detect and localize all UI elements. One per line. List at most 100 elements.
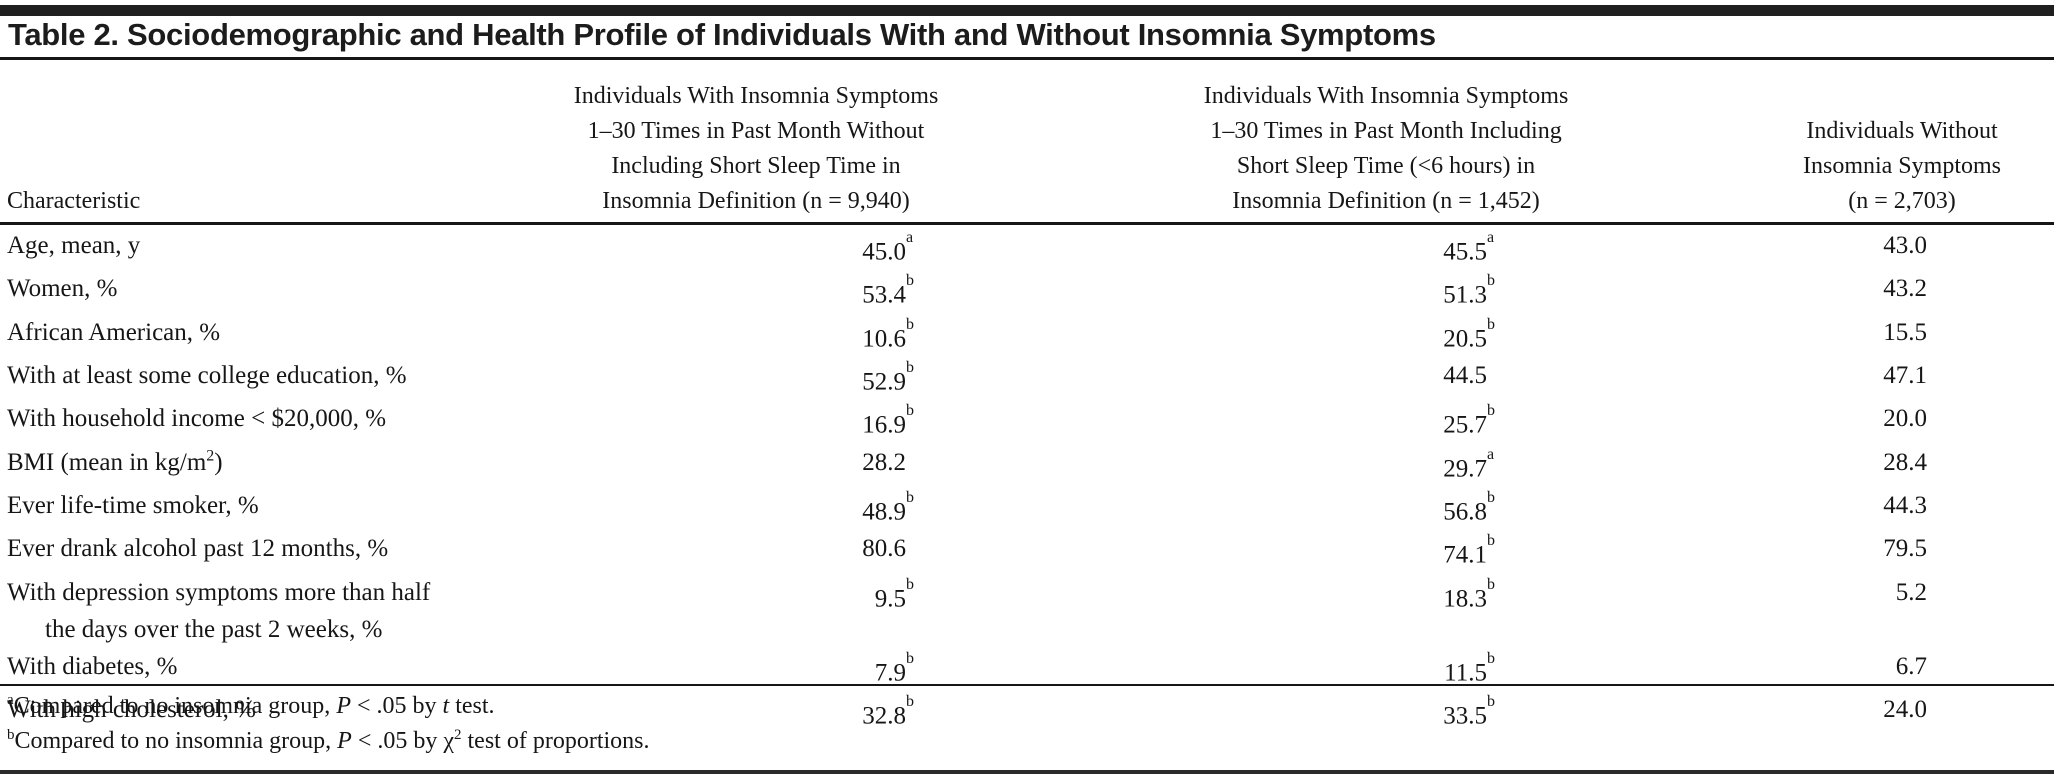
- value-cell-no-insomnia: 44.3: [1700, 487, 2054, 524]
- column-header-insomnia-including-short-sleep: Individuals With Insomnia Symptoms 1–30 …: [1203, 83, 1569, 214]
- footnote-text: Compared to no insomnia group,: [14, 728, 338, 754]
- value-cell-insomnia-without-short-sleep: 48.9b: [560, 487, 1172, 530]
- value-cell-insomnia-including-short-sleep: 51.3b: [1172, 270, 1700, 313]
- value-cell-no-insomnia: 24.0: [1700, 691, 2054, 728]
- row-label: With diabetes, %: [0, 648, 560, 685]
- column-header-insomnia-without-short-sleep: Individuals With Insomnia Symptoms 1–30 …: [573, 83, 939, 214]
- row-label-line2: the days over the past 2 weeks, %: [45, 615, 383, 643]
- significance-superscript: b: [1487, 575, 1495, 593]
- table-row: Ever drank alcohol past 12 months, % 80.…: [0, 530, 2054, 573]
- value: 9.5: [874, 584, 906, 612]
- value-cell-no-insomnia: 20.0: [1700, 400, 2054, 437]
- chi-superscript: 2: [454, 727, 462, 743]
- value-cell-insomnia-including-short-sleep: 45.5a: [1172, 227, 1700, 270]
- header-rule: [0, 222, 2054, 225]
- value: 79.5: [1883, 535, 1927, 563]
- footnote-marker: b: [7, 727, 15, 743]
- table-body: Age, mean, y 45.0a 45.5a 43.0 Women, % 5…: [0, 227, 2054, 734]
- row-label-text: Ever life-time smoker, %: [7, 491, 259, 519]
- row-label: With high cholesterol, %: [0, 691, 560, 728]
- value: 15.5: [1883, 318, 1927, 346]
- value: 74.1: [1443, 541, 1487, 569]
- table-row: Ever life-time smoker, % 48.9b 56.8 b 44.…: [0, 487, 2054, 530]
- value-cell-insomnia-including-short-sleep: 25.7b: [1172, 400, 1700, 443]
- row-label-text: African American, %: [7, 318, 221, 346]
- significance-superscript: b: [906, 315, 914, 333]
- table-row: With household income < $20,000, % 16.9b…: [0, 400, 2054, 443]
- significance-superscript: b: [1487, 649, 1495, 667]
- value: 80.6: [862, 535, 906, 563]
- row-label-text: Ever drank alcohol past 12 months, %: [7, 535, 389, 563]
- value-cell-no-insomnia: 43.0: [1700, 227, 2054, 264]
- p-symbol: P: [337, 728, 352, 754]
- value-cell-no-insomnia: 15.5: [1700, 314, 2054, 351]
- significance-superscript: b: [906, 488, 914, 506]
- significance-superscript: b: [1487, 402, 1495, 420]
- row-label-text: With household income < $20,000, %: [7, 405, 387, 433]
- footnote-a: aCompared to no insomnia group, P < .05 …: [7, 689, 2047, 724]
- top-rule: [0, 5, 2054, 16]
- column-header-characteristic: Characteristic: [7, 188, 141, 214]
- chi-symbol: χ: [443, 728, 455, 754]
- significance-superscript: a: [906, 229, 914, 246]
- footnote-text: test.: [449, 693, 495, 719]
- value-cell-insomnia-without-short-sleep: 28.2: [560, 444, 1172, 481]
- value: 10.6: [862, 324, 906, 352]
- row-label-text: With high cholesterol, %: [7, 695, 256, 723]
- value: 18.3: [1443, 584, 1487, 612]
- table-header: Characteristic Individuals With Insomnia…: [0, 66, 2054, 220]
- value: 28.4: [1883, 448, 1927, 476]
- table-row: With at least some college education, % …: [0, 357, 2054, 400]
- significance-superscript: a: [1487, 445, 1495, 463]
- significance-superscript: b: [906, 358, 914, 376]
- value-cell-insomnia-without-short-sleep: 9.5b: [560, 574, 1172, 617]
- row-label: With household income < $20,000, %: [0, 400, 560, 437]
- row-label: Ever drank alcohol past 12 months, %: [0, 530, 560, 567]
- table-row: With depression symptoms more than half t…: [0, 574, 2054, 648]
- row-label: With at least some college education, %: [0, 357, 560, 394]
- bottom-rule: [0, 770, 2054, 774]
- row-label-text: Women, %: [7, 275, 118, 303]
- row-label: Age, mean, y: [0, 227, 560, 264]
- row-label-text: With at least some college education, %: [7, 361, 407, 389]
- value-cell-insomnia-including-short-sleep: 74.1b: [1172, 530, 1700, 573]
- value: 24.0: [1883, 695, 1927, 723]
- value: 44.5: [1443, 361, 1487, 389]
- significance-superscript: b: [906, 692, 914, 710]
- value-cell-insomnia-without-short-sleep: 16.9b: [560, 400, 1172, 443]
- t-symbol: t: [442, 693, 450, 719]
- column-header-no-insomnia: Individuals Without Insomnia Symptoms (n…: [1802, 118, 2001, 214]
- value: 20.5: [1443, 324, 1487, 352]
- value-cell-insomnia-including-short-sleep: 29.7a: [1172, 444, 1700, 487]
- value: 56.8: [1443, 498, 1487, 526]
- value: 47.1: [1883, 361, 1927, 389]
- value: 44.3: [1883, 491, 1927, 519]
- table-title: Table 2. Sociodemographic and Health Pro…: [8, 17, 1436, 52]
- title-rule: [0, 57, 2054, 60]
- significance-superscript: b: [1487, 692, 1495, 710]
- table-row: With diabetes, % 7.9b 11.5b 6.7: [0, 648, 2054, 691]
- value: 6.7: [1895, 652, 1927, 680]
- row-label-text: With depression symptoms more than half: [7, 578, 431, 606]
- table-row: African American, % 10.6b 20.5b 15.5: [0, 314, 2054, 357]
- footnote-rule: [0, 684, 2054, 686]
- value-cell-no-insomnia: 47.1: [1700, 357, 2054, 394]
- value: 25.7: [1443, 411, 1487, 439]
- value: 43.2: [1883, 275, 1927, 303]
- value: 7.9: [874, 658, 906, 686]
- row-label: Women, %: [0, 270, 560, 307]
- value: 45.5: [1443, 238, 1487, 266]
- significance-superscript: b: [1487, 272, 1495, 290]
- significance-superscript: a: [1487, 229, 1495, 246]
- row-label: Ever life-time smoker, %: [0, 487, 560, 524]
- value-cell-no-insomnia: 79.5: [1700, 530, 2054, 567]
- value: 32.8: [862, 702, 906, 730]
- significance-superscript: b: [1487, 532, 1495, 550]
- footnote-marker: a: [7, 692, 14, 708]
- value: 29.7: [1443, 454, 1487, 482]
- value-cell-no-insomnia: 5.2: [1700, 574, 2054, 611]
- value: 43.0: [1883, 232, 1927, 259]
- row-label: African American, %: [0, 314, 560, 351]
- table-row: Women, % 53.4b 51.3b 43.2: [0, 270, 2054, 313]
- value-cell-insomnia-without-short-sleep: 52.9b: [560, 357, 1172, 400]
